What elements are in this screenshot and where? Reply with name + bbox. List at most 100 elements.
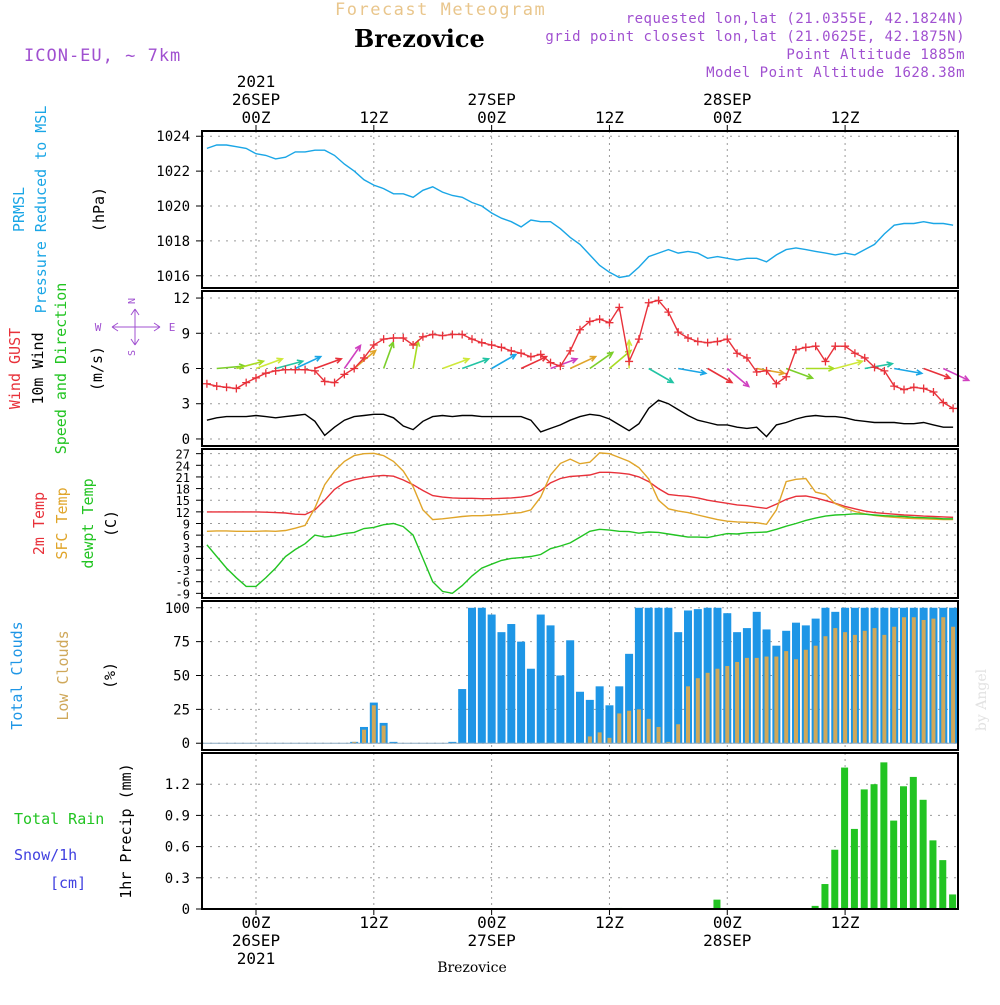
total-cloud-bar	[664, 607, 673, 744]
top-time-label: 00Z	[713, 108, 742, 127]
compass-north: N	[127, 298, 138, 304]
gust-marker	[399, 333, 408, 342]
compass-east: E	[169, 321, 176, 334]
gust-marker	[821, 357, 830, 366]
low-cloud-bar	[764, 656, 769, 744]
low-cloud-bar	[823, 636, 828, 744]
rain-bar	[850, 828, 858, 909]
bottom-time-label: 28SEP	[703, 931, 751, 950]
wind-barb-head	[856, 359, 865, 366]
wind-ylabel: 10m Wind	[29, 332, 47, 404]
gust-marker	[860, 353, 869, 362]
total-cloud-bar	[487, 614, 496, 744]
low-cloud-bar	[587, 736, 592, 744]
pressure-unit: (hPa)	[90, 187, 108, 232]
gust-marker	[615, 303, 624, 312]
wind-barb-shaft	[726, 367, 750, 388]
precip-ylabel: 1hr Precip (mm)	[117, 763, 135, 898]
total-cloud-bar	[654, 607, 663, 744]
clouds-ytick-label: 25	[173, 702, 190, 718]
gust-marker	[526, 352, 535, 361]
gust-marker	[350, 364, 359, 373]
low-cloud-bar	[636, 709, 641, 744]
low-cloud-bar	[666, 741, 671, 744]
pressure-panel: 1016 1018 1020 1022 1024 PRMSL Pressure Reduce…	[10, 106, 959, 313]
total-cloud-bar	[458, 689, 467, 744]
wind-barb-shaft	[236, 360, 264, 370]
temperature-ytick-label: -6	[176, 576, 190, 590]
low-cloud-bar	[784, 651, 789, 744]
wind-ytick-label: 6	[182, 362, 190, 378]
low-cloud-bar	[371, 705, 376, 744]
temperature-ylabel: SFC Temp	[53, 487, 71, 559]
clouds-ytick-label: 0	[182, 736, 190, 752]
gust-marker	[301, 365, 310, 374]
wind-barb-shaft	[314, 358, 342, 370]
gust-marker	[684, 333, 692, 342]
wind-barb-head	[943, 373, 952, 380]
wind-barb-head	[699, 369, 708, 376]
gust-marker	[517, 349, 526, 358]
total-cloud-bar	[536, 614, 545, 744]
wind-barb-shaft	[461, 358, 489, 370]
gust-marker	[762, 366, 771, 375]
gust-marker	[841, 342, 850, 351]
gust-marker	[605, 318, 614, 327]
low-cloud-bar	[695, 678, 700, 744]
gust-marker	[232, 384, 241, 393]
wind-barb-head	[570, 357, 579, 364]
gust-marker	[271, 366, 280, 375]
requested-coords: requested lon,lat (21.0355E, 42.1824N)	[626, 11, 965, 27]
wind-barb-shaft	[785, 367, 813, 379]
snow-label: Snow/1h	[14, 846, 77, 864]
rain-bar	[900, 786, 907, 909]
total-cloud-bar	[693, 609, 702, 744]
wind-barb-head	[462, 357, 471, 364]
temperature-unit: (C)	[102, 510, 120, 537]
total-cloud-bar	[605, 705, 614, 744]
gust-marker	[625, 357, 634, 366]
wind-barb-head	[335, 357, 343, 364]
low-cloud-bar	[381, 725, 386, 744]
location-title: Brezovice	[354, 24, 485, 53]
total-cloud-bar	[507, 624, 516, 744]
top-time-label: 28SEP	[703, 90, 751, 109]
gust-marker	[252, 373, 260, 382]
gust-marker	[939, 398, 948, 407]
gust-marker	[703, 338, 712, 347]
wind-barb-head	[314, 355, 323, 362]
wind-gust-line	[206, 299, 954, 410]
wind-barb-shaft	[382, 341, 394, 369]
rain-bar	[949, 894, 957, 909]
wind-barb-head	[962, 375, 971, 382]
total-cloud-bar	[517, 641, 526, 744]
model-name: ICON-EU, ~ 7km	[24, 46, 181, 66]
bottom-time-label: 00Z	[242, 913, 271, 932]
wind-panel: 0 3 6 9 12 Wind GUST 10m Wind Speed and Directi…	[6, 283, 971, 454]
total-cloud-bar	[546, 625, 555, 744]
top-time-label: 26SEP	[232, 90, 280, 109]
total-cloud-bar	[389, 741, 398, 744]
wind-barb-head	[606, 351, 615, 359]
gust-marker	[792, 345, 800, 354]
meteogram-title: Forecast Meteogram	[335, 0, 546, 20]
wind-barb-shaft	[923, 367, 951, 379]
gust-marker	[880, 366, 889, 375]
total-cloud-bar	[556, 675, 565, 744]
total-cloud-bar	[566, 640, 575, 744]
chart-layers: 1016 1018 1020 1022 1024 PRMSL Pressure Reduce…	[6, 72, 971, 968]
wind-unit: (m/s)	[88, 346, 106, 391]
wind-barb-head	[666, 377, 675, 384]
wind-barb-head	[742, 380, 751, 388]
rain-bar	[713, 899, 721, 909]
total-cloud-bar	[585, 699, 594, 744]
total-cloud-bar	[684, 610, 692, 744]
low-cloud-bar	[902, 617, 906, 744]
gust-marker	[438, 331, 447, 340]
rain-bar	[929, 840, 937, 909]
total-cloud-bar	[477, 607, 486, 744]
gust-marker	[713, 337, 722, 346]
low-cloud-bar	[715, 668, 720, 744]
